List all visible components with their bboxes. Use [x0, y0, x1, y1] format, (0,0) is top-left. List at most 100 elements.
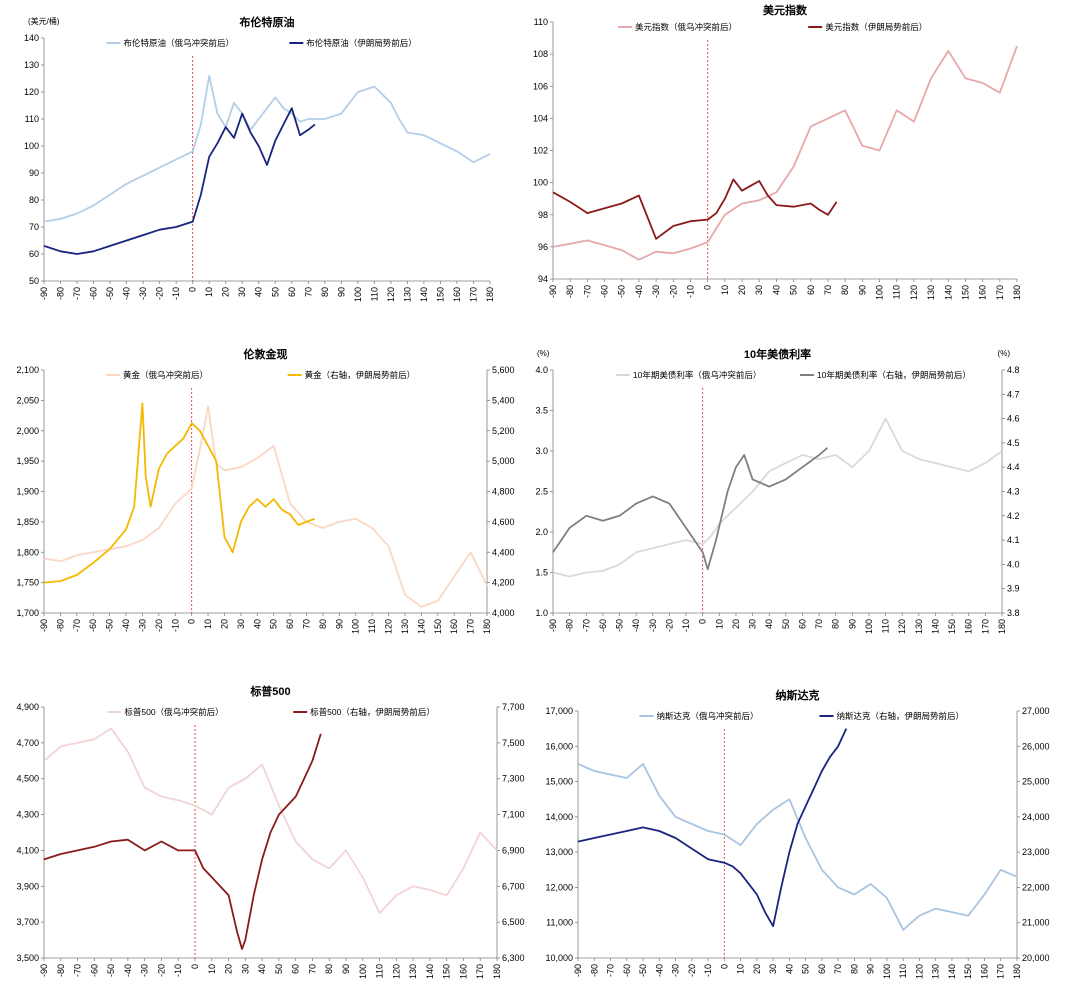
x-tick-label: 170 — [468, 287, 478, 302]
x-tick-label: -50 — [105, 287, 115, 300]
x-tick-label: -90 — [548, 619, 558, 632]
y-tick-label: 104 — [533, 113, 548, 123]
x-tick-label: 170 — [466, 619, 476, 634]
x-tick-label: 30 — [754, 285, 764, 295]
x-tick-label: 150 — [963, 964, 973, 979]
series-line-2 — [552, 447, 828, 571]
y-tick-label: 3,500 — [16, 953, 39, 963]
x-tick-label: 120 — [384, 619, 394, 634]
x-tick-label: -80 — [589, 964, 599, 977]
x-tick-label: -30 — [140, 964, 150, 977]
y-tick-label: 94 — [538, 274, 548, 284]
x-tick-label: 150 — [947, 619, 957, 634]
y-tick-label: 2.5 — [535, 487, 548, 497]
x-tick-label: 100 — [882, 964, 892, 979]
x-tick-label: 170 — [980, 619, 990, 634]
x-tick-label: -20 — [668, 285, 678, 298]
x-tick-label: 40 — [784, 964, 794, 974]
y-tick-label: 130 — [24, 60, 39, 70]
chart-panel-6: 纳斯达克 10,000 11,000 12,000 13,000 14,000 15,000… — [545, 688, 1049, 979]
x-tick-label: 10 — [720, 285, 730, 295]
y2-tick-label: 4.2 — [1007, 511, 1020, 521]
y2-tick-label: 4.5 — [1007, 438, 1020, 448]
x-tick-label: -90 — [39, 287, 49, 300]
legend-label-2: 标普500（右轴，伊朗局势前后） — [310, 707, 435, 717]
x-tick-label: 10 — [203, 619, 213, 629]
y-tick-label: 3.5 — [535, 406, 548, 416]
y2-tick-label: 5,200 — [492, 426, 515, 436]
x-tick-label: -60 — [89, 287, 99, 300]
y-tick-label: 98 — [538, 210, 548, 220]
series-line-2 — [43, 107, 316, 255]
chart-title: 美元指数 — [763, 3, 808, 17]
y-tick-label: 4,500 — [16, 774, 39, 784]
x-tick-label: 0 — [719, 964, 729, 969]
legend-label-1: 纳斯达克（俄乌冲突前后） — [656, 711, 758, 721]
y2-tick-label: 6,500 — [502, 917, 525, 927]
x-tick-label: 110 — [898, 964, 908, 978]
y-tick-label: 110 — [534, 17, 548, 27]
y-tick-label: 108 — [533, 49, 548, 59]
x-tick-label: 70 — [307, 964, 317, 974]
x-tick-label: -50 — [105, 619, 115, 632]
chart-panel-3: 伦敦金现 1,700 1,750 1,800 1,850 1,900 1,950 2,000 2… — [16, 347, 514, 634]
x-tick-label: 150 — [442, 964, 452, 979]
x-tick-label: 140 — [419, 287, 429, 302]
x-tick-label: 160 — [458, 964, 468, 979]
x-tick-label: -10 — [703, 964, 713, 977]
x-tick-label: 50 — [781, 619, 791, 629]
y2-tick-label: 6,300 — [502, 953, 525, 963]
y-tick-label: 13,000 — [545, 847, 573, 857]
y2-tick-label: 6,700 — [502, 881, 525, 891]
x-tick-label: -50 — [638, 964, 648, 977]
y-axis-label: (美元/桶) — [28, 16, 60, 26]
y-tick-label: 102 — [533, 146, 548, 156]
x-tick-label: 100 — [875, 285, 885, 300]
x-tick-label: -80 — [56, 287, 66, 300]
x-tick-label: -80 — [55, 619, 65, 632]
y-tick-label: 11,000 — [546, 918, 573, 928]
x-tick-label: -50 — [615, 619, 625, 632]
y-tick-label: 12,000 — [545, 882, 573, 892]
x-tick-label: 120 — [909, 285, 919, 300]
x-tick-label: 70 — [302, 619, 312, 629]
x-tick-label: 140 — [947, 964, 957, 979]
y2-tick-label: 4,000 — [492, 608, 515, 618]
x-tick-label: 40 — [257, 964, 267, 974]
series-line-1 — [43, 405, 488, 608]
series-line-2 — [552, 178, 838, 240]
y-tick-label: 70 — [29, 222, 39, 232]
x-tick-label: -70 — [582, 285, 592, 298]
x-tick-label: 90 — [336, 287, 346, 297]
x-tick-label: -20 — [156, 964, 166, 977]
y-tick-label: 60 — [29, 249, 39, 259]
series-line-2 — [43, 733, 322, 950]
x-tick-label: 30 — [240, 964, 250, 974]
x-tick-label: 100 — [864, 619, 874, 634]
x-tick-label: 100 — [351, 619, 361, 634]
x-tick-label: 110 — [892, 285, 902, 299]
x-tick-label: -20 — [664, 619, 674, 632]
legend-label-1: 布伦特原油（俄乌冲突前后） — [123, 38, 234, 48]
y2-tick-label: 3.8 — [1007, 608, 1020, 618]
y-tick-label: 4,900 — [16, 702, 39, 712]
series-line-1 — [552, 417, 1003, 578]
x-tick-label: -70 — [606, 964, 616, 977]
x-tick-label: 0 — [190, 964, 200, 969]
x-tick-label: 30 — [236, 619, 246, 629]
y-axis-label: (%) — [537, 349, 550, 358]
x-tick-label: 180 — [997, 619, 1007, 634]
y-tick-label: 120 — [24, 87, 39, 97]
x-tick-label: -80 — [565, 619, 575, 632]
x-tick-label: 130 — [408, 964, 418, 979]
x-tick-label: -30 — [648, 619, 658, 632]
y-tick-label: 1,800 — [16, 547, 39, 557]
x-tick-label: -10 — [685, 285, 695, 298]
x-tick-label: 110 — [881, 619, 891, 633]
y2-tick-label: 4.8 — [1007, 365, 1020, 375]
x-tick-label: -10 — [681, 619, 691, 632]
y-tick-label: 1,700 — [16, 608, 39, 618]
y2-tick-label: 24,000 — [1022, 812, 1050, 822]
x-tick-label: 80 — [324, 964, 334, 974]
